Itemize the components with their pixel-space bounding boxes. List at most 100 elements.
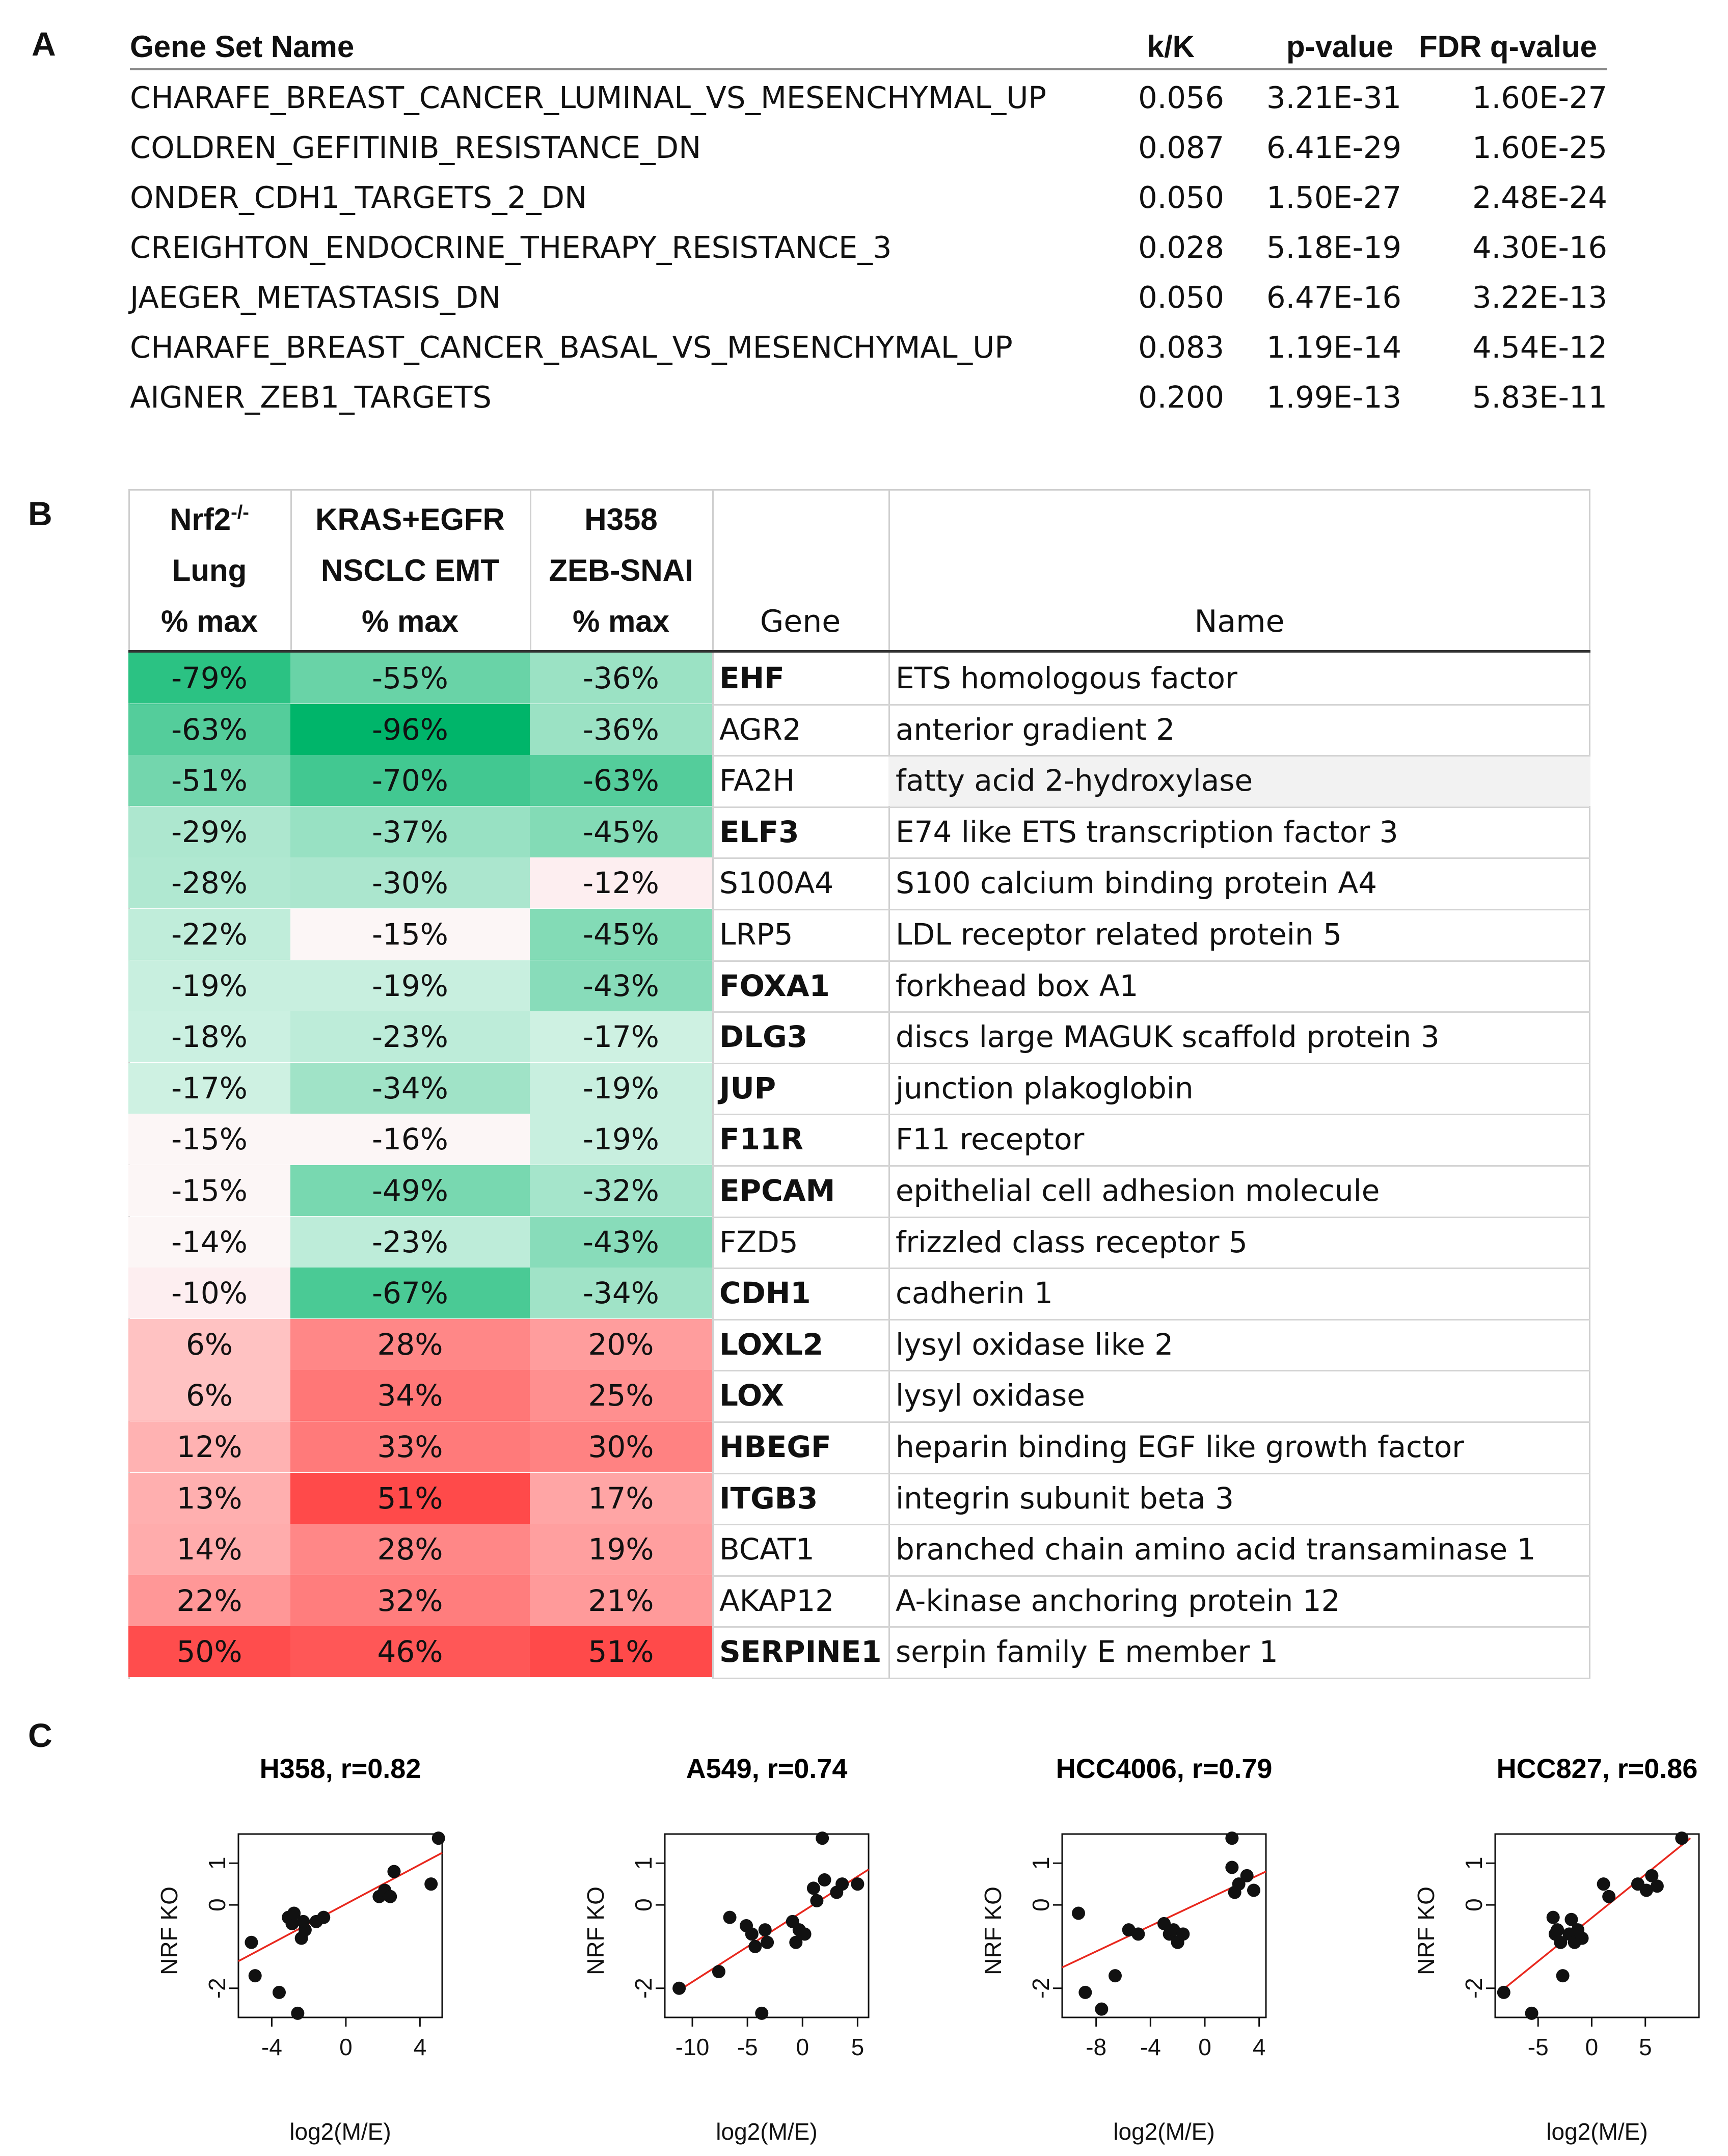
- y-tick-label: 1: [204, 1856, 230, 1870]
- table-bottom-border: [712, 1678, 1590, 1679]
- gene-row: -19% -19% -43% FOXA1 forkhead box A1: [128, 960, 1590, 1011]
- heatmap-cell: -19%: [530, 1114, 712, 1165]
- gene-symbol: LOXL2: [719, 1327, 824, 1362]
- heatmap-cell: -51%: [128, 755, 290, 806]
- y-tick-label: -2: [1028, 1978, 1054, 1999]
- row-divider: [712, 1114, 1590, 1116]
- heatmap-cell: -36%: [530, 704, 712, 755]
- gene-full-name: ETS homologous factor: [896, 661, 1237, 695]
- data-point: [1645, 1869, 1659, 1882]
- heatmap-cell: -43%: [530, 960, 712, 1011]
- kk-value: 0.056: [1138, 80, 1224, 115]
- table-right-border: [1589, 489, 1590, 1679]
- gene-row: 13% 51% 17% ITGB3 integrin subunit beta 3: [128, 1472, 1590, 1524]
- heatmap-cell: -36%: [530, 653, 712, 704]
- data-point: [387, 1865, 401, 1878]
- heatmap-cell: -15%: [128, 1114, 290, 1165]
- gene-row: -51% -70% -63% FA2H fatty acid 2-hydroxylase: [128, 755, 1590, 806]
- heatmap-cell: 32%: [290, 1575, 530, 1626]
- table-top-border: [128, 489, 1590, 491]
- row-divider: [712, 1524, 1590, 1526]
- x-tick-label: 4: [414, 2034, 427, 2060]
- gene-symbol: AGR2: [719, 712, 801, 747]
- kk-value: 0.200: [1138, 380, 1224, 415]
- heatmap-cell: -49%: [290, 1165, 530, 1216]
- fdr-q-value: 4.54E-12: [1472, 330, 1607, 365]
- data-point: [1240, 1869, 1254, 1882]
- gene-row: 14% 28% 19% BCAT1 branched chain amino acid …: [128, 1524, 1590, 1575]
- column-divider: [290, 489, 292, 651]
- header-rule: [128, 650, 1590, 653]
- kk-value: 0.028: [1138, 230, 1224, 265]
- heatmap-cell: -17%: [530, 1011, 712, 1063]
- gene-set-name: CHARAFE_BREAST_CANCER_BASAL_VS_MESENCHYM…: [130, 330, 1013, 365]
- x-tick-label: -5: [1528, 2034, 1549, 2060]
- data-point: [1497, 1985, 1510, 1999]
- heatmap-cell: 33%: [290, 1421, 530, 1472]
- data-point: [1157, 1917, 1171, 1930]
- data-point: [1525, 2006, 1538, 2020]
- gene-row: -29% -37% -45% ELF3 E74 like ETS transcripti…: [128, 806, 1590, 857]
- p-value: 1.19E-14: [1266, 330, 1401, 365]
- gene-full-name: frizzled class receptor 5: [896, 1224, 1248, 1259]
- heatmap-cell: 28%: [290, 1318, 530, 1370]
- data-point: [431, 1831, 445, 1845]
- gene-full-name: lysyl oxidase like 2: [896, 1327, 1174, 1362]
- gene-symbol: CDH1: [719, 1276, 811, 1311]
- gene-full-name: serpin family E member 1: [896, 1634, 1278, 1669]
- header-p-value: p-value: [1286, 30, 1393, 64]
- heatmap-cell: -19%: [128, 960, 290, 1011]
- heatmap-cell: 21%: [530, 1575, 712, 1626]
- data-point: [291, 2006, 305, 2020]
- fdr-q-value: 4.30E-16: [1472, 230, 1607, 265]
- data-point: [1225, 1861, 1239, 1874]
- kk-value: 0.087: [1138, 130, 1224, 165]
- data-point: [1109, 1969, 1122, 1983]
- gene-row: -63% -96% -36% AGR2 anterior gradient 2: [128, 704, 1590, 755]
- gene-row: 6% 28% 20% LOXL2 lysyl oxidase like 2: [128, 1318, 1590, 1370]
- heatmap-cell: -17%: [128, 1062, 290, 1114]
- y-tick-label: 0: [1461, 1898, 1487, 1911]
- panel-a-header-row: Gene Set Name k/K p-value FDR q-value: [130, 24, 1607, 70]
- heatmap-cell: -15%: [128, 1165, 290, 1216]
- heatmap-cell: 28%: [290, 1524, 530, 1575]
- gene-set-row: CHARAFE_BREAST_CANCER_BASAL_VS_MESENCHYM…: [130, 325, 1607, 370]
- kk-value: 0.050: [1138, 280, 1224, 315]
- y-tick-label: -2: [1461, 1978, 1487, 1999]
- data-point: [745, 1927, 759, 1941]
- data-point: [1551, 1923, 1564, 1937]
- scatter-plots-canvas: H358, r=0.82 -4 0 4 -2 0 1 log2(M/E) NRF KO A549,…: [156, 1754, 1700, 2145]
- heatmap-cell: -32%: [530, 1165, 712, 1216]
- plot-title: A549, r=0.74: [686, 1754, 848, 1784]
- x-tick-label: -8: [1086, 2034, 1106, 2060]
- gene-full-name: A-kinase anchoring protein 12: [896, 1583, 1340, 1618]
- x-tick-label: -10: [676, 2034, 709, 2060]
- data-point: [761, 1935, 774, 1949]
- x-tick-label: 5: [1639, 2034, 1652, 2060]
- gene-full-name: cadherin 1: [896, 1276, 1053, 1311]
- gene-set-row: ONDER_CDH1_TARGETS_2_DN 0.050 1.50E-27 2.48…: [130, 175, 1607, 221]
- data-point: [296, 1915, 310, 1928]
- data-point: [1675, 1831, 1689, 1845]
- gene-symbol: ITGB3: [719, 1480, 818, 1516]
- gene-full-name: anterior gradient 2: [896, 712, 1175, 747]
- heatmap-cell: 51%: [290, 1472, 530, 1524]
- x-tick-label: 5: [851, 2034, 865, 2060]
- row-divider: [712, 1575, 1590, 1577]
- heatmap-cell: -70%: [290, 755, 530, 806]
- gene-symbol: JUP: [719, 1070, 776, 1106]
- heatmap-cell: 6%: [128, 1370, 290, 1421]
- header-kk: k/K: [1147, 30, 1195, 64]
- fdr-q-value: 2.48E-24: [1472, 180, 1607, 215]
- data-point: [851, 1877, 865, 1891]
- fdr-q-value: 3.22E-13: [1472, 280, 1607, 315]
- plot-frame: [1061, 1833, 1267, 2018]
- heatmap-cell: -10%: [128, 1268, 290, 1319]
- gene-set-row: JAEGER_METASTASIS_DN 0.050 6.47E-16 3.22E-1…: [130, 275, 1607, 320]
- x-axis-label: log2(M/E): [289, 2118, 391, 2145]
- data-point: [810, 1894, 824, 1907]
- gene-symbol: LOX: [719, 1378, 784, 1413]
- data-point: [285, 1917, 299, 1930]
- gene-row: -79% -55% -36% EHF ETS homologous factor: [128, 653, 1590, 704]
- gene-set-name: COLDREN_GEFITINIB_RESISTANCE_DN: [130, 130, 701, 165]
